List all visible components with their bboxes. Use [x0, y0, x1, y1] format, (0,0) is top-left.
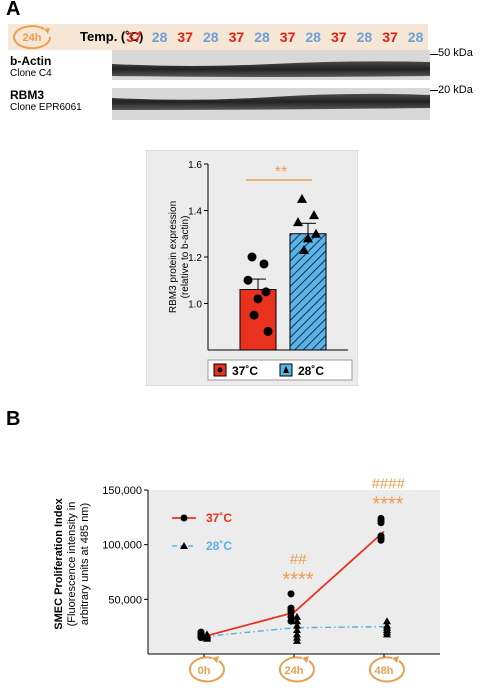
data-point	[203, 630, 211, 638]
data-point	[299, 245, 309, 255]
actin-name: b-Actin	[10, 54, 52, 68]
temp-cell: 28	[305, 29, 321, 45]
category-badge-48h: 48h	[368, 654, 405, 683]
temp-cell: 37	[279, 29, 296, 45]
category-label: 48h	[375, 665, 394, 677]
data-point	[293, 217, 303, 227]
data-point	[197, 628, 205, 636]
legend-marker-circle	[217, 367, 223, 373]
temp-cell: 37	[382, 29, 398, 45]
badge-arrow	[302, 656, 309, 663]
temperature-header: Temp. (˚C) 37 28 37 28 37 28 37 28 37 28 37 28	[8, 24, 428, 50]
legend-label-28: 28˚C	[206, 539, 232, 553]
data-point	[293, 630, 301, 638]
data-point	[377, 514, 385, 522]
bar-chart: 1.0 1.2 1.4 1.6 RBM3 protein expression(rela…	[146, 150, 358, 386]
data-point	[287, 604, 295, 612]
data-point	[303, 233, 313, 243]
temp-cell: 37	[228, 29, 245, 45]
svg-text:24h: 24h	[23, 32, 42, 44]
panel-b-letter: B	[6, 408, 21, 430]
annotation-stars: ****	[372, 493, 403, 515]
category-badge-24h: 24h	[278, 654, 315, 683]
data-point	[249, 310, 259, 320]
temp-cell: 37	[126, 29, 142, 45]
data-point	[247, 252, 257, 262]
temp-cell: 28	[254, 29, 270, 45]
temp-cell: 28	[203, 29, 219, 45]
data-point	[261, 287, 271, 297]
temp-cell: 28	[151, 29, 168, 45]
actin-band	[112, 61, 430, 77]
temp-cell: 28	[407, 29, 424, 45]
significance-stars: **	[275, 164, 287, 181]
data-point	[297, 193, 307, 203]
legend-label-28: 28˚C	[298, 364, 324, 378]
legend-marker-triangle	[283, 366, 289, 373]
category-label: 24h	[285, 665, 304, 677]
rbm3-clone: Clone EPR6061	[10, 102, 82, 113]
bar-legend: 37˚C 28˚C	[207, 359, 353, 381]
category-label: 0h	[198, 665, 211, 677]
panel-a-letter: A	[6, 0, 21, 20]
bar-y-tick-label: 1.0	[188, 300, 202, 311]
temp-cell: 37	[331, 29, 347, 45]
bar-1	[289, 233, 327, 351]
kda-20-text: 20 kDa	[438, 84, 473, 96]
kda-20-label: 20 kDa	[438, 84, 473, 96]
badge-arc	[278, 656, 315, 683]
data-point	[311, 228, 321, 238]
legend-marker-triangle	[180, 542, 188, 549]
legend-label-37: 37˚C	[206, 511, 232, 525]
rbm3-band	[112, 93, 430, 110]
rbm3-name: RBM3	[10, 88, 45, 102]
bar-y-tick-label: 1.2	[188, 253, 202, 264]
timepoint-badge: 24h	[13, 25, 52, 50]
kda-50-label: 50 kDa	[438, 47, 473, 59]
line-y-axis-label: SMEC Proliferation Index(Fluorescence in…	[53, 497, 91, 629]
bar-y-axis-label: RBM3 protein expression(relative to b-ac…	[168, 201, 191, 313]
line-chart: 50,000 100,000 150,000 SMEC Proliferation I…	[53, 475, 440, 683]
legend-label-37: 37˚C	[232, 364, 258, 378]
kda-20-tick	[430, 90, 438, 91]
annotation-stars: ****	[282, 569, 313, 591]
line-y-tick-label: 150,000	[102, 485, 142, 497]
badge-arrow	[212, 656, 219, 663]
actin-clone: Clone C4	[10, 68, 52, 79]
kda-50-text: 50 kDa	[438, 47, 473, 59]
data-point	[377, 532, 385, 540]
temp-cell: 28	[356, 29, 373, 45]
data-point	[253, 294, 263, 304]
badge-arc	[188, 656, 225, 683]
data-point	[287, 590, 295, 598]
bar-y-tick-label: 1.6	[188, 160, 202, 171]
annotation-hash: ##	[290, 551, 307, 568]
category-badge-0h: 0h	[188, 654, 225, 683]
line-y-tick-label: 50,000	[108, 594, 142, 606]
data-point	[383, 617, 391, 625]
line-y-tick-label: 100,000	[102, 540, 142, 552]
legend-marker-circle	[180, 514, 188, 522]
rbm3-label: RBM3 Clone EPR6061	[10, 88, 82, 113]
data-point	[293, 621, 301, 629]
line-chart-background	[148, 490, 440, 654]
data-point	[293, 612, 301, 620]
bar-y-tick-label: 1.4	[188, 207, 202, 218]
line-legend: 37˚C 28˚C	[172, 511, 232, 553]
data-point	[263, 326, 273, 336]
temp-cell: 37	[177, 29, 193, 45]
western-blot	[112, 50, 430, 120]
data-point	[293, 617, 301, 625]
data-point	[259, 259, 269, 269]
data-point	[383, 621, 391, 629]
data-point	[309, 210, 319, 220]
data-point	[243, 275, 253, 285]
data-point	[293, 625, 301, 633]
badge-arrow	[392, 656, 399, 663]
kda-50-tick	[430, 54, 438, 55]
actin-label: b-Actin Clone C4	[10, 54, 52, 79]
temp-label: Temp. (˚C)	[80, 29, 144, 44]
badge-arc	[368, 656, 405, 683]
annotation-hash: ####	[371, 475, 405, 492]
